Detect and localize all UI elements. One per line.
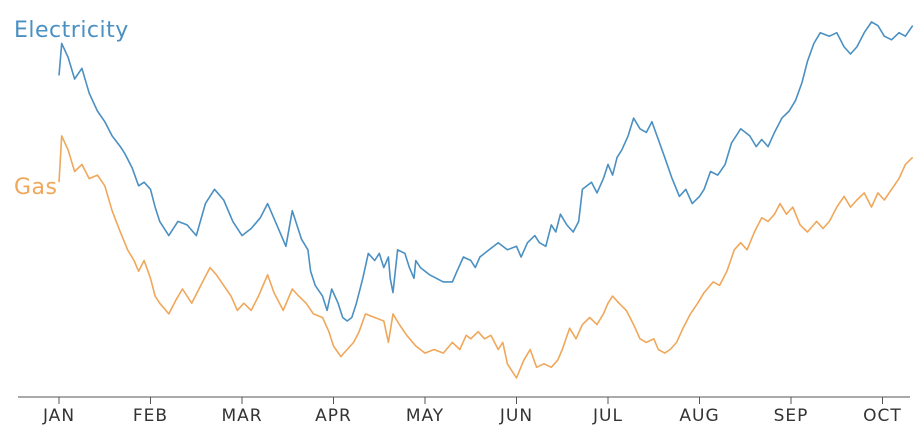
- x-tick-label-feb: FEB: [133, 406, 168, 426]
- x-axis-ticks: JAN FEB MAR APR MAY JUN JUL AUG SEP OCT: [42, 397, 902, 426]
- x-tick-label-apr: APR: [315, 406, 352, 426]
- x-tick-label-oct: OCT: [863, 406, 902, 426]
- x-tick-label-jun: JUN: [499, 406, 533, 426]
- series-label-electricity: Electricity: [14, 18, 129, 43]
- x-tick-label-may: MAY: [406, 406, 444, 426]
- series-lines: [58, 21, 914, 379]
- series-line-gas: [58, 135, 914, 379]
- series-label-gas: Gas: [14, 175, 58, 200]
- series-line-electricity: [58, 21, 914, 322]
- x-tick-label-jan: JAN: [42, 406, 75, 426]
- x-tick-label-jul: JUL: [592, 406, 623, 426]
- x-tick-label-mar: MAR: [221, 406, 262, 426]
- x-tick-label-sep: SEP: [774, 406, 809, 426]
- x-tick-label-aug: AUG: [679, 406, 719, 426]
